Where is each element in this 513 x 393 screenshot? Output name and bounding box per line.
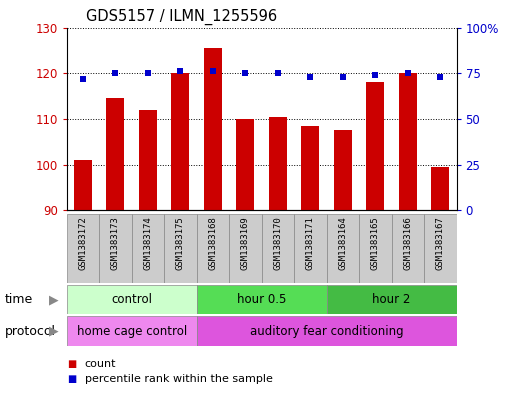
Text: GSM1383164: GSM1383164 — [339, 216, 347, 270]
Bar — [99, 214, 132, 283]
Bar — [334, 130, 352, 210]
Bar — [107, 98, 124, 210]
Text: ■: ■ — [67, 374, 76, 384]
Text: GSM1383172: GSM1383172 — [78, 216, 87, 270]
Bar — [262, 214, 294, 283]
Text: GSM1383175: GSM1383175 — [176, 216, 185, 270]
Bar — [196, 316, 457, 346]
Bar — [196, 285, 327, 314]
Text: GSM1383165: GSM1383165 — [371, 216, 380, 270]
Bar — [424, 214, 457, 283]
Bar — [391, 214, 424, 283]
Bar — [74, 160, 92, 210]
Bar — [204, 48, 222, 210]
Bar — [366, 82, 384, 210]
Text: GSM1383170: GSM1383170 — [273, 216, 282, 270]
Text: count: count — [85, 358, 116, 369]
Bar — [236, 119, 254, 210]
Bar — [132, 214, 164, 283]
Bar — [139, 110, 157, 210]
Text: ▶: ▶ — [49, 293, 58, 306]
Text: GSM1383174: GSM1383174 — [144, 216, 152, 270]
Text: GSM1383171: GSM1383171 — [306, 216, 315, 270]
Text: time: time — [5, 293, 33, 306]
Bar — [164, 214, 196, 283]
Text: GSM1383169: GSM1383169 — [241, 216, 250, 270]
Bar — [67, 285, 196, 314]
Bar — [67, 214, 99, 283]
Text: hour 2: hour 2 — [372, 293, 411, 306]
Text: protocol: protocol — [5, 325, 56, 338]
Bar — [196, 214, 229, 283]
Bar — [67, 316, 196, 346]
Text: ▶: ▶ — [49, 325, 58, 338]
Text: GDS5157 / ILMN_1255596: GDS5157 / ILMN_1255596 — [86, 9, 278, 25]
Bar — [269, 117, 287, 210]
Text: ■: ■ — [67, 358, 76, 369]
Bar — [327, 214, 359, 283]
Bar — [359, 214, 391, 283]
Text: percentile rank within the sample: percentile rank within the sample — [85, 374, 272, 384]
Bar — [302, 126, 319, 210]
Text: GSM1383167: GSM1383167 — [436, 216, 445, 270]
Text: GSM1383166: GSM1383166 — [403, 216, 412, 270]
Text: auditory fear conditioning: auditory fear conditioning — [250, 325, 403, 338]
Bar — [171, 73, 189, 210]
Bar — [327, 285, 457, 314]
Bar — [294, 214, 327, 283]
Text: control: control — [111, 293, 152, 306]
Bar — [431, 167, 449, 210]
Bar — [399, 73, 417, 210]
Text: home cage control: home cage control — [76, 325, 187, 338]
Text: hour 0.5: hour 0.5 — [237, 293, 286, 306]
Text: GSM1383168: GSM1383168 — [208, 216, 218, 270]
Bar — [229, 214, 262, 283]
Text: GSM1383173: GSM1383173 — [111, 216, 120, 270]
